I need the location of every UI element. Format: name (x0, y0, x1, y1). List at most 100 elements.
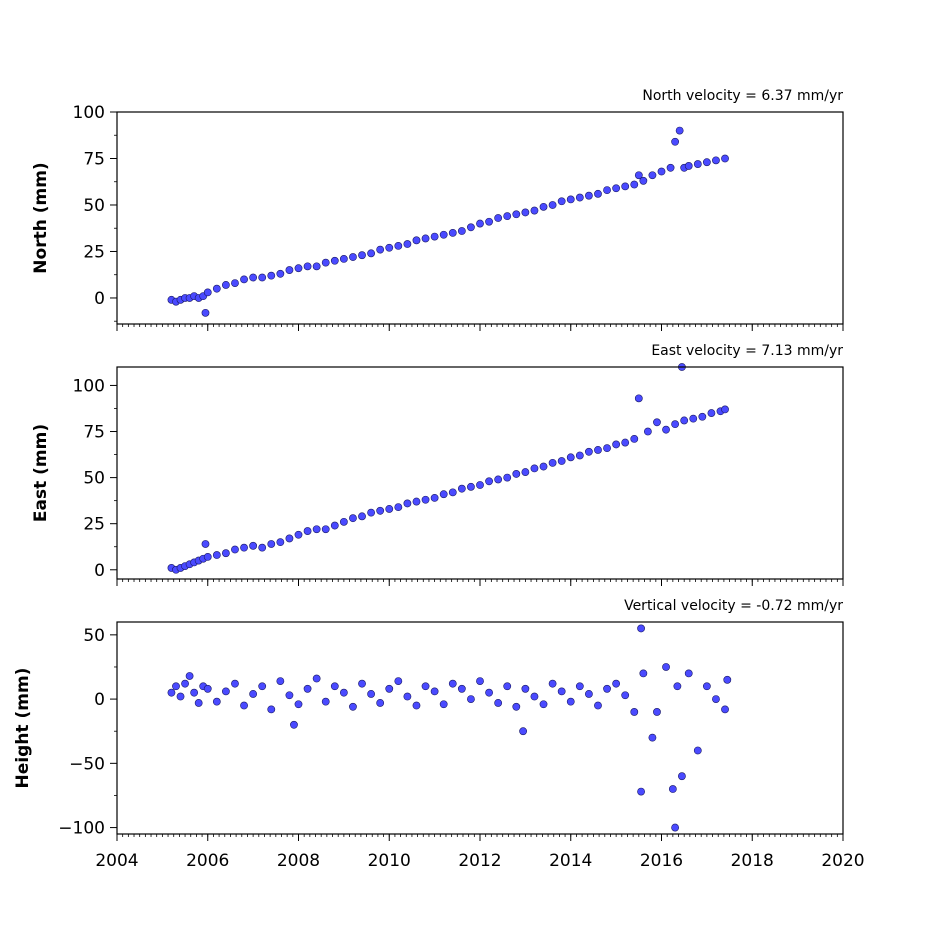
north-data-point (512, 210, 521, 219)
height-data-point (678, 772, 686, 781)
height-data-point (684, 669, 693, 678)
height-data-point (421, 682, 430, 691)
north-data-point (203, 288, 212, 297)
north-data-point (557, 197, 566, 206)
north-data-point (539, 202, 548, 211)
north-y-tick-label: 100 (73, 103, 105, 123)
east-data-point (457, 484, 466, 493)
height-x-tick-label: 2014 (549, 851, 592, 871)
north-data-point (494, 214, 503, 222)
north-data-point (339, 255, 348, 263)
height-data-point (267, 705, 276, 714)
height-data-point (548, 679, 557, 688)
east-data-point (303, 527, 312, 535)
east-data-point (267, 540, 276, 548)
height-data-point (249, 690, 258, 698)
east-data-point (221, 549, 230, 558)
east-data-point (539, 462, 548, 471)
height-data-point (467, 695, 475, 703)
north-data-point (485, 217, 493, 226)
height-data-point (403, 692, 412, 701)
east-data-point (285, 534, 294, 543)
height-data-point (358, 679, 366, 688)
north-data-point (439, 230, 448, 239)
height-data-point (503, 682, 512, 691)
height-data-point (190, 688, 199, 697)
east-data-point (240, 543, 248, 552)
height-data-point (557, 687, 566, 696)
east-data-point (566, 453, 575, 462)
east-y-tick-label: 50 (83, 469, 105, 489)
north-data-point (657, 167, 666, 176)
north-data-point (575, 193, 584, 202)
east-data-point (476, 481, 484, 489)
east-velocity-title: East velocity = 7.13 mm/yr (651, 343, 843, 359)
north-y-tick-label: 0 (94, 289, 105, 309)
east-data-point (385, 505, 394, 513)
north-data-point (285, 266, 294, 274)
height-x-tick-label: 2008 (277, 851, 320, 871)
east-data-point (548, 458, 557, 467)
height-data-point (637, 624, 645, 633)
north-data-point (639, 176, 648, 185)
north-data-point (231, 279, 239, 287)
height-data-point (240, 701, 248, 710)
height-data-point (231, 679, 239, 688)
east-y-tick-label: 0 (94, 561, 105, 581)
east-data-point (439, 490, 448, 499)
east-data-point (421, 495, 430, 504)
east-data-point (603, 444, 611, 453)
height-data-point (394, 677, 403, 686)
north-data-point (630, 180, 639, 189)
north-data-point (503, 212, 512, 221)
height-data-point (430, 687, 439, 696)
height-data-point (439, 700, 448, 709)
height-x-tick-label: 2006 (186, 851, 229, 871)
north-data-point (367, 249, 375, 258)
east-data-point (698, 412, 707, 421)
north-data-point (430, 232, 439, 241)
north-data-point (548, 201, 557, 209)
height-data-point (312, 674, 321, 683)
north-data-point (321, 258, 330, 267)
north-data-point (566, 195, 575, 204)
north-data-point (412, 236, 421, 245)
east-data-point (258, 543, 267, 552)
height-data-point (176, 692, 185, 701)
east-data-point (680, 416, 689, 425)
height-data-point (723, 675, 732, 684)
height-data-point (512, 702, 521, 711)
height-data-point (702, 682, 711, 691)
height-data-point (639, 669, 648, 678)
north-velocity-title: North velocity = 6.37 mm/yr (642, 88, 843, 104)
east-data-point (494, 475, 503, 484)
east-data-point (249, 541, 258, 550)
east-data-point (349, 514, 357, 523)
north-data-point (221, 281, 230, 289)
east-data-point (294, 530, 303, 539)
height-data-point (172, 682, 180, 691)
east-data-point (330, 521, 339, 530)
height-data-point (376, 699, 385, 707)
height-data-point (321, 697, 330, 706)
height-y-tick-label: −100 (58, 819, 105, 839)
north-data-point (476, 219, 484, 228)
north-data-point (421, 234, 430, 243)
north-data-point (712, 156, 720, 165)
east-data-point (201, 540, 210, 548)
east-data-point (203, 552, 212, 561)
height-data-point (693, 746, 702, 755)
east-data-point (430, 493, 439, 502)
height-data-point (185, 672, 194, 680)
north-data-point (467, 223, 475, 232)
east-data-point (634, 394, 643, 403)
east-data-point (212, 551, 221, 559)
east-data-point (721, 405, 729, 414)
north-data-point (212, 284, 221, 293)
height-data-point (521, 684, 530, 693)
height-data-point (294, 700, 303, 709)
north-data-point (648, 171, 657, 180)
north-data-point (612, 184, 621, 193)
east-panel: East velocity = 7.13 mm/yr East (mm) 0 25… (31, 343, 844, 586)
